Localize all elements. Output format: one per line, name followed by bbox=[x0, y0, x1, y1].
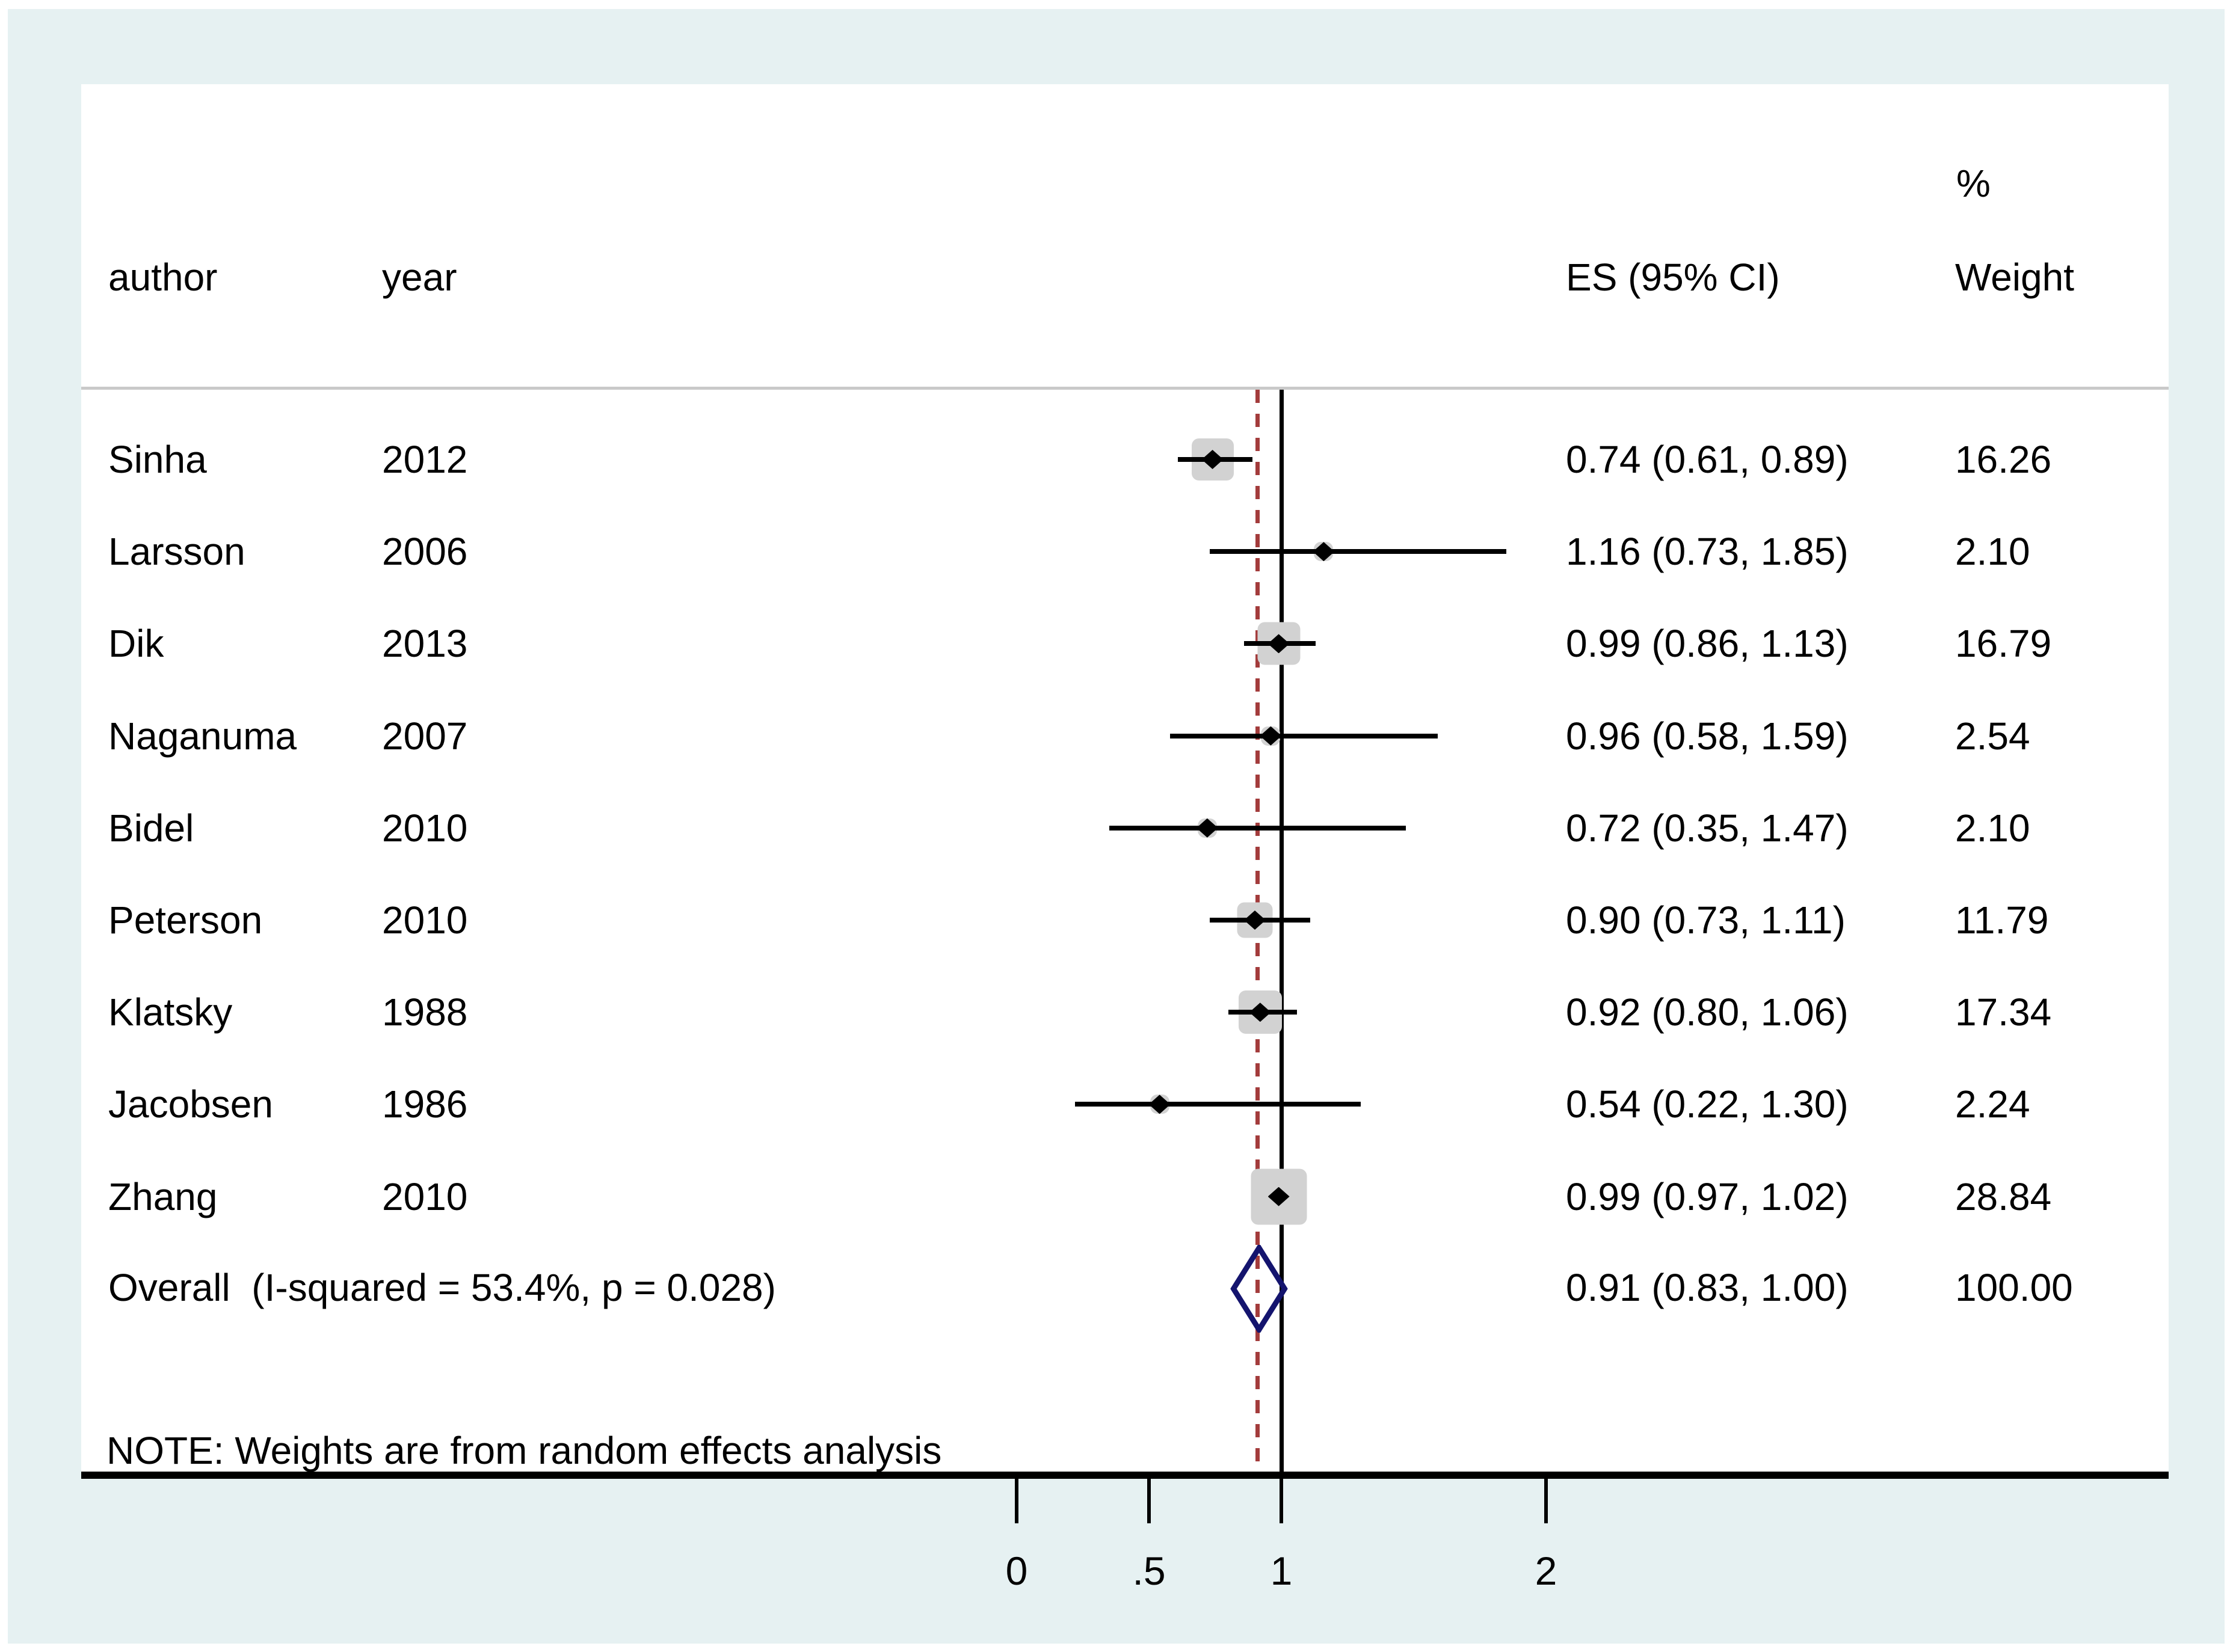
x-axis-tick bbox=[1280, 1479, 1283, 1523]
confidence-interval-line bbox=[1074, 1102, 1361, 1107]
study-weight-value: 2.10 bbox=[1955, 530, 2030, 574]
study-weight-value: 17.34 bbox=[1955, 990, 2052, 1034]
study-year: 2013 bbox=[382, 622, 468, 666]
column-header-es-ci: ES (95% CI) bbox=[1566, 256, 1780, 299]
x-axis-tick-label: 2 bbox=[1535, 1549, 1557, 1593]
x-axis-tick bbox=[1544, 1479, 1548, 1523]
study-author: Sinha bbox=[108, 438, 207, 481]
note-text: NOTE: Weights are from random effects an… bbox=[106, 1429, 942, 1472]
x-axis-tick-label: 0 bbox=[1005, 1549, 1028, 1593]
study-es-ci-value: 0.99 (0.97, 1.02) bbox=[1566, 1175, 1849, 1218]
study-author: Peterson bbox=[108, 898, 263, 942]
study-weight-value: 2.10 bbox=[1955, 806, 2030, 850]
column-header-percent: % bbox=[1956, 162, 1991, 205]
study-author: Zhang bbox=[108, 1175, 218, 1218]
study-year: 2006 bbox=[382, 530, 468, 574]
study-es-ci-value: 0.99 (0.86, 1.13) bbox=[1566, 622, 1849, 666]
plot-area bbox=[81, 84, 2169, 1472]
header-separator-line bbox=[81, 387, 2169, 390]
study-es-ci-value: 0.54 (0.22, 1.30) bbox=[1566, 1082, 1849, 1126]
study-es-ci-value: 0.72 (0.35, 1.47) bbox=[1566, 806, 1849, 850]
study-weight-value: 11.79 bbox=[1955, 898, 2049, 942]
study-es-ci-value: 0.90 (0.73, 1.11) bbox=[1566, 898, 1846, 942]
x-axis-tick bbox=[1147, 1479, 1151, 1523]
study-weight-value: 2.54 bbox=[1955, 714, 2030, 758]
x-axis-line bbox=[81, 1472, 2169, 1479]
study-weight-value: 2.24 bbox=[1955, 1082, 2030, 1126]
study-year: 1986 bbox=[382, 1082, 468, 1126]
study-year: 1988 bbox=[382, 990, 468, 1034]
study-weight-value: 28.84 bbox=[1955, 1175, 2052, 1218]
study-author: Klatsky bbox=[108, 990, 233, 1034]
confidence-interval-line bbox=[1109, 825, 1406, 831]
overall-pooled-estimate-diamond bbox=[1230, 1244, 1288, 1333]
column-header-weight: Weight bbox=[1955, 256, 2075, 299]
study-author: Naganuma bbox=[108, 714, 297, 758]
study-author: Jacobsen bbox=[108, 1082, 273, 1126]
study-es-ci-value: 0.92 (0.80, 1.06) bbox=[1566, 990, 1849, 1034]
study-year: 2010 bbox=[382, 898, 468, 942]
x-axis-tick-label: .5 bbox=[1132, 1549, 1166, 1593]
overall-weight-value: 100.00 bbox=[1955, 1266, 2073, 1309]
study-year: 2010 bbox=[382, 1175, 468, 1218]
confidence-interval-line bbox=[1210, 549, 1506, 554]
study-author: Dik bbox=[108, 622, 164, 666]
overall-label: Overall (I-squared = 53.4%, p = 0.028) bbox=[108, 1266, 776, 1309]
column-header-year: year bbox=[382, 256, 457, 299]
null-effect-reference-line bbox=[1279, 390, 1284, 1472]
study-author: Larsson bbox=[108, 530, 245, 574]
x-axis-tick bbox=[1015, 1479, 1018, 1523]
study-weight-value: 16.79 bbox=[1955, 622, 2052, 666]
study-es-ci-value: 0.74 (0.61, 0.89) bbox=[1566, 438, 1849, 481]
study-year: 2007 bbox=[382, 714, 468, 758]
study-es-ci-value: 1.16 (0.73, 1.85) bbox=[1566, 530, 1849, 574]
study-year: 2012 bbox=[382, 438, 468, 481]
study-year: 2010 bbox=[382, 806, 468, 850]
study-weight-value: 16.26 bbox=[1955, 438, 2052, 481]
study-author: Bidel bbox=[108, 806, 194, 850]
column-header-author: author bbox=[108, 256, 218, 299]
study-es-ci-value: 0.96 (0.58, 1.59) bbox=[1566, 714, 1849, 758]
overall-es-value: 0.91 (0.83, 1.00) bbox=[1566, 1266, 1849, 1309]
confidence-interval-line bbox=[1170, 733, 1438, 738]
x-axis-tick-label: 1 bbox=[1270, 1549, 1293, 1593]
